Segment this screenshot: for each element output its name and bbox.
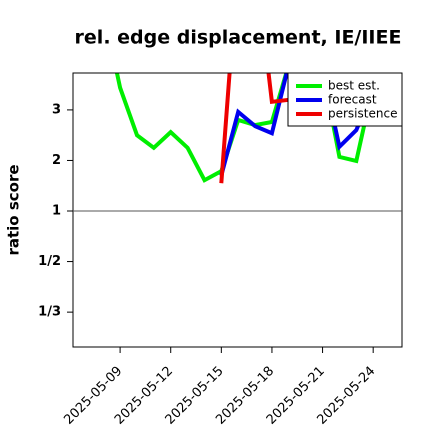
legend-label: forecast bbox=[328, 93, 377, 107]
series-line bbox=[219, 73, 376, 177]
series-line bbox=[219, 73, 290, 184]
y-tick-label: 1/3 bbox=[38, 305, 61, 320]
legend-label: best est. bbox=[328, 79, 380, 93]
plot-frame bbox=[72, 72, 403, 348]
y-tick-label: 1 bbox=[52, 204, 61, 219]
y-tick-label: 3 bbox=[52, 102, 61, 117]
y-axis-label: ratio score bbox=[5, 164, 23, 255]
chart-title: rel. edge displacement, IE/IIEE bbox=[75, 27, 402, 49]
y-tick-label: 2 bbox=[52, 153, 61, 168]
y-tick-label: 1/2 bbox=[38, 254, 61, 269]
legend-label: persistence bbox=[328, 107, 397, 121]
